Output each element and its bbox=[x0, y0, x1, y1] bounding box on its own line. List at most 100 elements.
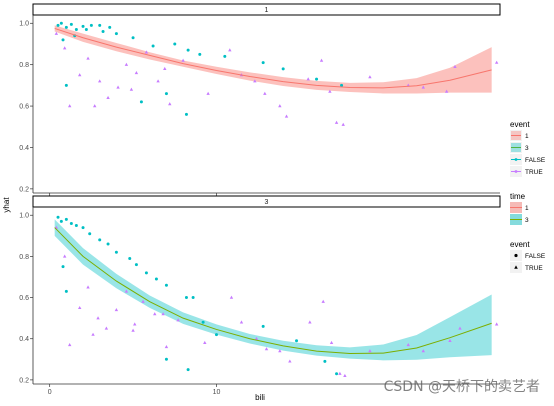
point-true bbox=[163, 66, 167, 71]
point-true bbox=[406, 342, 410, 347]
point-true bbox=[62, 254, 67, 258]
y-tick-label: 1.0 bbox=[19, 213, 29, 220]
point-true bbox=[254, 336, 259, 340]
point-true bbox=[67, 342, 72, 347]
point-false bbox=[98, 23, 102, 27]
point-false bbox=[59, 21, 63, 25]
point-false bbox=[131, 36, 135, 40]
point-false bbox=[64, 217, 68, 221]
point-true bbox=[321, 299, 325, 303]
point-true bbox=[421, 85, 425, 89]
point-false bbox=[184, 296, 188, 300]
point-true bbox=[116, 85, 120, 89]
point-false bbox=[186, 48, 190, 52]
legend-item-label: 3 bbox=[525, 217, 529, 224]
point-false bbox=[98, 238, 102, 242]
point-true bbox=[156, 79, 160, 83]
point-false bbox=[164, 283, 168, 287]
point-false bbox=[81, 24, 85, 28]
point-false bbox=[114, 32, 118, 36]
x-tick-label: 10 bbox=[213, 389, 221, 396]
point-false bbox=[134, 263, 138, 267]
point-false bbox=[101, 30, 105, 34]
point-false bbox=[69, 22, 73, 26]
point-false bbox=[323, 359, 327, 363]
point-false bbox=[56, 215, 60, 219]
point-false bbox=[84, 27, 88, 31]
legend-point-key bbox=[514, 170, 518, 173]
point-true bbox=[458, 326, 462, 330]
point-true bbox=[341, 122, 345, 126]
point-false bbox=[64, 289, 68, 293]
point-false bbox=[191, 296, 195, 300]
point-false bbox=[201, 320, 205, 324]
legend-1: event 1 3 FALSE TRUE bbox=[510, 120, 546, 177]
point-true bbox=[264, 347, 269, 351]
y-tick-label: 0.4 bbox=[19, 336, 29, 343]
legend-triangle-key bbox=[514, 265, 518, 269]
point-false bbox=[164, 92, 168, 96]
panel-1: 1 0.2 0.4 0.6 0.8 1.0 bbox=[19, 3, 501, 196]
point-true bbox=[144, 50, 149, 54]
point-true bbox=[67, 104, 72, 108]
point-true bbox=[181, 58, 185, 62]
point-true bbox=[86, 285, 90, 289]
point-true bbox=[368, 349, 372, 353]
point-true bbox=[91, 332, 95, 336]
strip-label: 3 bbox=[265, 199, 269, 206]
legend-circle-key bbox=[514, 253, 518, 258]
point-true bbox=[203, 340, 207, 345]
point-true bbox=[228, 48, 232, 52]
point-false bbox=[335, 372, 339, 376]
point-false bbox=[186, 368, 190, 372]
point-true bbox=[229, 295, 234, 299]
strip-box bbox=[32, 3, 501, 16]
point-false bbox=[184, 112, 188, 116]
point-true bbox=[78, 305, 82, 310]
point-true bbox=[176, 318, 180, 322]
point-false bbox=[56, 23, 60, 27]
point-true bbox=[131, 328, 135, 332]
point-true bbox=[54, 31, 59, 35]
legend-item-label: FALSE bbox=[525, 157, 546, 164]
legend-title: time bbox=[510, 192, 526, 201]
point-true bbox=[164, 345, 169, 349]
fitted-line bbox=[54, 227, 492, 355]
point-true bbox=[96, 316, 100, 320]
y-tick-label: 0.8 bbox=[19, 254, 29, 261]
legend-item-label: TRUE bbox=[525, 169, 543, 176]
point-false bbox=[223, 54, 227, 58]
point-true bbox=[278, 349, 282, 353]
fitted-line bbox=[54, 27, 492, 89]
point-true bbox=[444, 89, 449, 93]
point-false bbox=[139, 100, 143, 104]
legend-point-key bbox=[514, 158, 518, 161]
point-true bbox=[253, 79, 257, 83]
point-false bbox=[61, 38, 65, 42]
y-tick-label: 0.8 bbox=[19, 62, 29, 69]
point-false bbox=[61, 265, 65, 269]
y-tick-label: 0.2 bbox=[19, 186, 29, 193]
point-true bbox=[329, 340, 334, 345]
point-false bbox=[114, 250, 118, 254]
legend-item-label: 3 bbox=[525, 145, 529, 152]
y-tick-label: 1.0 bbox=[19, 21, 29, 28]
strip-label: 1 bbox=[265, 7, 269, 14]
point-false bbox=[214, 333, 218, 337]
y-tick-label: 0.4 bbox=[19, 145, 29, 152]
point-true bbox=[494, 322, 499, 326]
point-true bbox=[114, 308, 119, 312]
point-true bbox=[308, 320, 312, 324]
point-true bbox=[134, 71, 139, 75]
point-false bbox=[69, 221, 73, 225]
point-true bbox=[328, 89, 332, 93]
point-true bbox=[62, 46, 67, 50]
legend-item-label: TRUE bbox=[525, 265, 543, 272]
point-false bbox=[295, 339, 299, 343]
point-true bbox=[106, 95, 110, 99]
point-true bbox=[453, 64, 457, 68]
legend-fill-key bbox=[511, 143, 521, 152]
point-true bbox=[448, 338, 452, 342]
point-false bbox=[128, 256, 132, 260]
y-tick-label: 0.2 bbox=[19, 377, 29, 384]
